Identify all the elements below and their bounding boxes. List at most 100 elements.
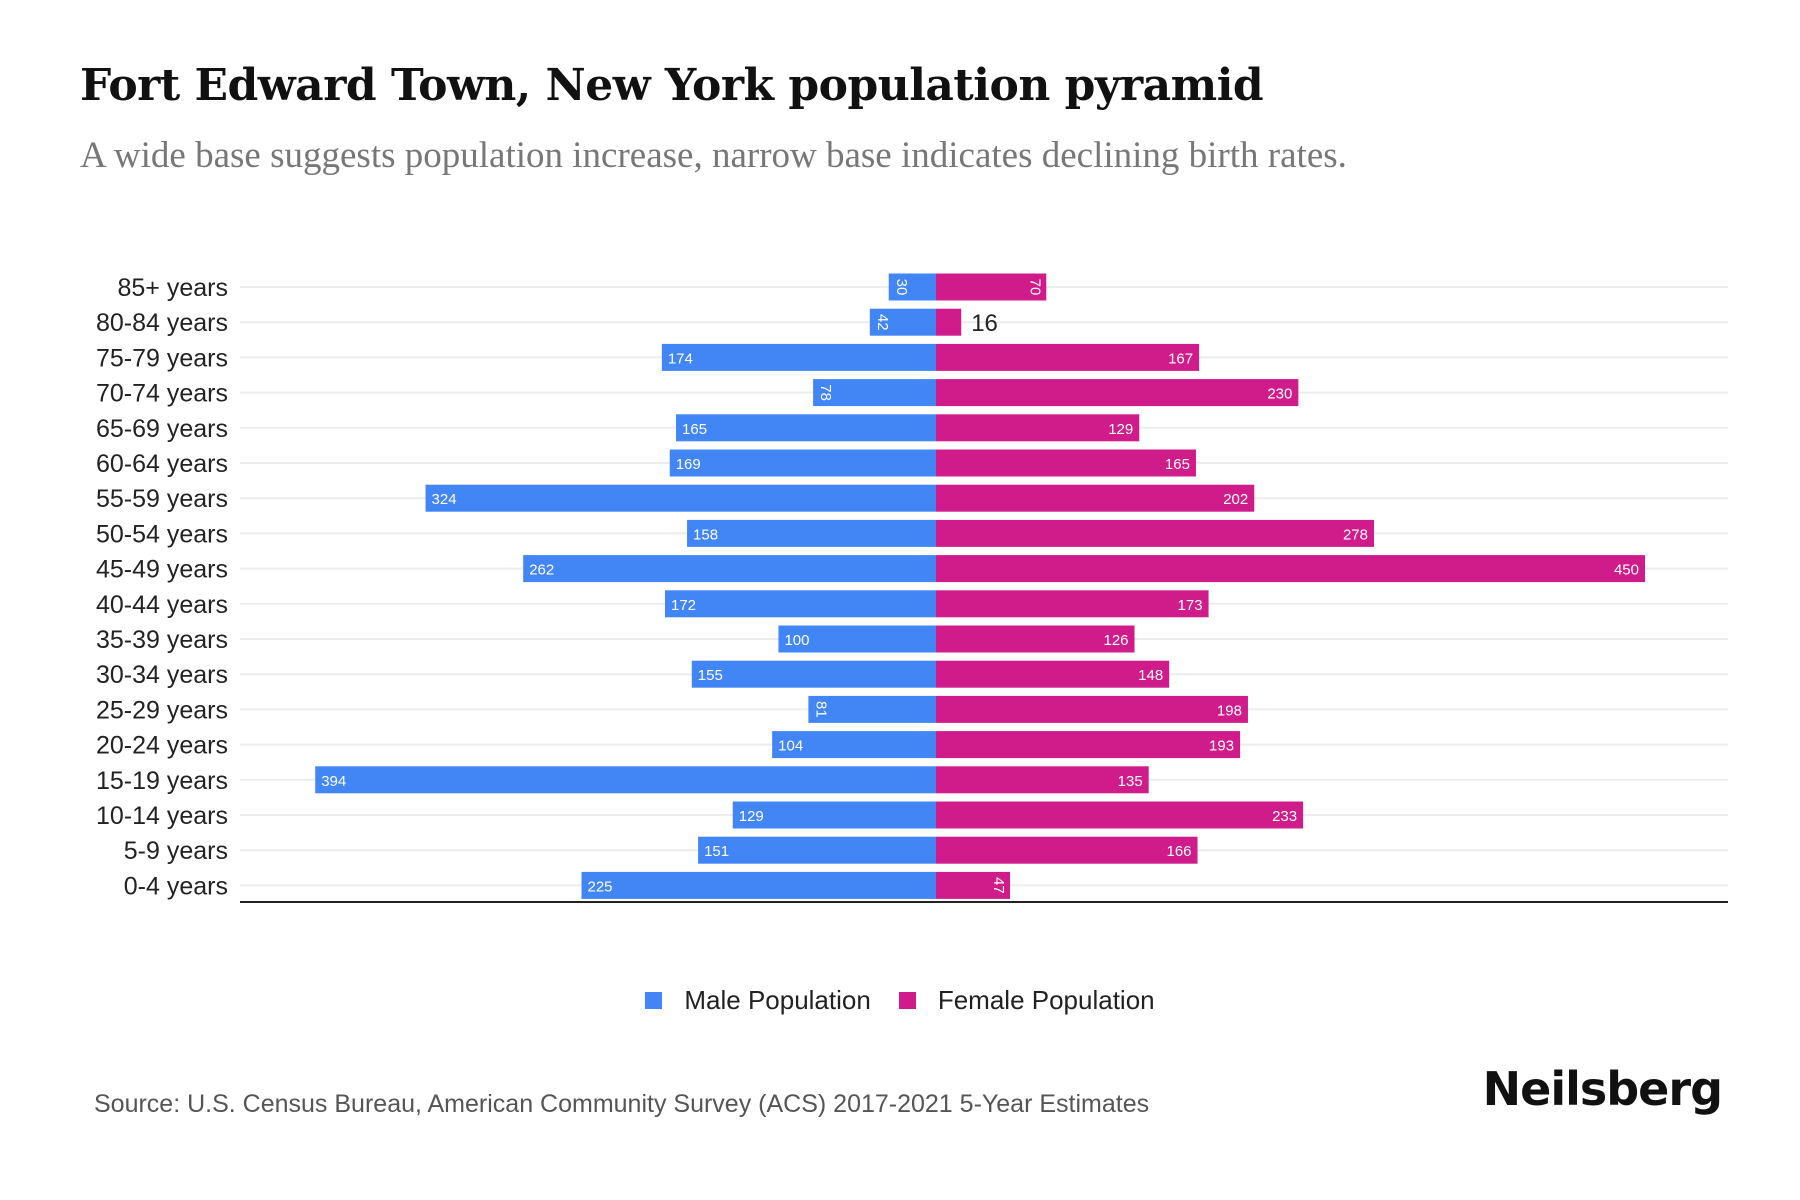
value-label: 394	[321, 773, 346, 790]
legend-swatch-male	[645, 992, 663, 1009]
bar-male[interactable]	[687, 519, 936, 547]
bar-male[interactable]	[813, 379, 936, 407]
value-labels: 30 70 42 16 174 167 78 230 165 129 169 165 324 202 158…	[321, 279, 1639, 896]
value-label: 278	[1343, 526, 1368, 543]
value-label: 230	[1267, 386, 1292, 403]
value-label: 158	[693, 526, 718, 543]
value-label: 81	[812, 701, 829, 718]
bar-male[interactable]	[315, 766, 937, 794]
category-label: 85+ years	[118, 274, 229, 302]
bar-female[interactable]	[936, 590, 1209, 618]
value-label: 126	[1103, 632, 1128, 649]
bar-female[interactable]	[936, 871, 1011, 899]
bar-male[interactable]	[661, 343, 936, 371]
value-label: 47	[990, 877, 1007, 894]
bar-female[interactable]	[936, 519, 1375, 547]
value-label: 169	[676, 456, 701, 473]
source-note: Source: U.S. Census Bureau, American Com…	[94, 1090, 1150, 1118]
category-label: 75-79 years	[96, 344, 228, 372]
bar-female[interactable]	[936, 731, 1241, 759]
bar-male[interactable]	[888, 273, 936, 301]
category-label: 20-24 years	[96, 732, 228, 760]
category-label: 55-59 years	[96, 485, 228, 513]
bar-female[interactable]	[936, 555, 1645, 583]
brand-logo: Neilsberg	[1482, 1062, 1723, 1116]
value-label: 450	[1614, 562, 1639, 579]
category-label: 40-44 years	[96, 591, 228, 619]
legend-item-male[interactable]: Male Population	[645, 985, 871, 1016]
value-label: 167	[1168, 350, 1193, 367]
value-label: 104	[778, 738, 803, 755]
value-label: 151	[704, 843, 729, 860]
bar-female[interactable]	[936, 308, 962, 336]
bar-male[interactable]	[676, 414, 936, 442]
value-label: 324	[432, 491, 457, 508]
value-label: 233	[1272, 808, 1297, 825]
category-label: 80-84 years	[96, 309, 228, 337]
value-label: 166	[1167, 843, 1192, 860]
bar-male[interactable]	[581, 871, 937, 899]
value-label: 135	[1118, 773, 1143, 790]
gridlines	[240, 286, 1728, 887]
bar-male[interactable]	[869, 308, 936, 336]
legend: Male Population Female Population	[0, 985, 1800, 1016]
value-label: 165	[682, 421, 707, 438]
bar-male[interactable]	[778, 625, 936, 653]
value-label: 174	[668, 350, 693, 367]
bar-female[interactable]	[936, 801, 1304, 829]
bar-female[interactable]	[936, 414, 1140, 442]
bar-male[interactable]	[669, 449, 936, 477]
legend-label-male: Male Population	[684, 985, 871, 1015]
category-label: 60-64 years	[96, 450, 228, 478]
bar-female[interactable]	[936, 625, 1135, 653]
value-label: 173	[1178, 597, 1203, 614]
value-label: 129	[1108, 421, 1133, 438]
bar-male[interactable]	[808, 695, 936, 723]
value-label: 225	[588, 878, 613, 895]
value-label: 129	[739, 808, 764, 825]
category-label: 5-9 years	[124, 837, 228, 865]
category-label: 35-39 years	[96, 626, 228, 654]
legend-item-female[interactable]: Female Population	[898, 985, 1155, 1016]
value-label: 78	[817, 384, 834, 401]
bar-female[interactable]	[936, 484, 1255, 512]
bar-male[interactable]	[698, 836, 936, 864]
bar-female[interactable]	[936, 766, 1149, 794]
chart-subtitle: A wide base suggests population increase…	[80, 135, 1347, 176]
value-label: 165	[1165, 456, 1190, 473]
bar-male[interactable]	[691, 660, 936, 688]
bar-female[interactable]	[936, 695, 1248, 723]
category-label: 65-69 years	[96, 415, 228, 443]
legend-label-female: Female Population	[937, 985, 1155, 1015]
value-label: 16	[971, 310, 998, 337]
bar-female[interactable]	[936, 379, 1299, 407]
category-label: 50-54 years	[96, 520, 228, 548]
value-label: 193	[1209, 738, 1234, 755]
legend-swatch-female	[898, 992, 916, 1009]
value-label: 202	[1223, 491, 1248, 508]
bars	[315, 273, 1645, 899]
bar-female[interactable]	[936, 660, 1170, 688]
category-label: 0-4 years	[124, 872, 228, 900]
category-label: 10-14 years	[96, 802, 228, 830]
bar-male[interactable]	[732, 801, 936, 829]
bar-male[interactable]	[772, 731, 936, 759]
bar-male[interactable]	[425, 484, 936, 512]
bar-male[interactable]	[523, 555, 936, 583]
category-label: 25-29 years	[96, 696, 228, 724]
value-label: 198	[1217, 702, 1242, 719]
value-label: 262	[529, 562, 554, 579]
bar-female[interactable]	[936, 449, 1196, 477]
category-label: 30-34 years	[96, 661, 228, 689]
category-label: 15-19 years	[96, 767, 228, 795]
bar-female[interactable]	[936, 343, 1200, 371]
value-label: 42	[874, 314, 891, 331]
bar-male[interactable]	[665, 590, 936, 618]
value-label: 148	[1138, 667, 1163, 684]
bar-female[interactable]	[936, 836, 1198, 864]
value-label: 30	[893, 279, 910, 296]
bar-female[interactable]	[936, 273, 1047, 301]
value-label: 172	[671, 597, 696, 614]
category-label: 45-49 years	[96, 556, 228, 584]
